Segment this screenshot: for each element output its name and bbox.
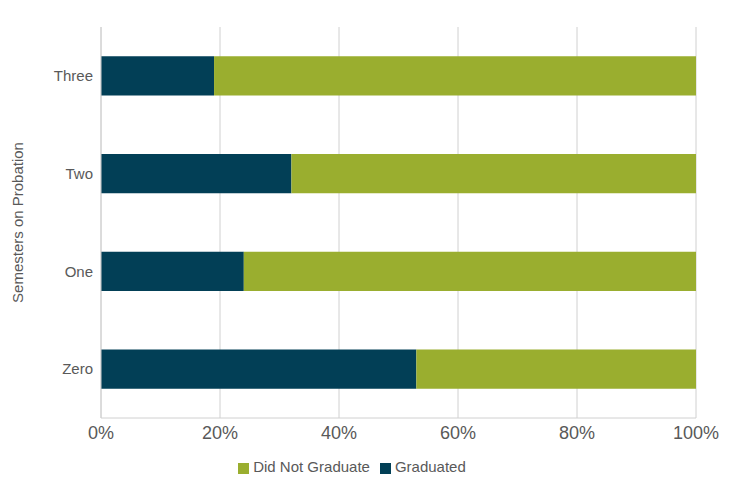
- svg-text:60%: 60%: [440, 423, 476, 443]
- svg-text:80%: 80%: [559, 423, 595, 443]
- svg-text:One: One: [65, 263, 93, 280]
- html-text:Did Not Graduate: Did Not Graduate: [253, 458, 370, 475]
- svg-text:0%: 0%: [88, 423, 114, 443]
- svg-text:20%: 20%: [202, 423, 238, 443]
- svg-text:Three: Three: [54, 67, 93, 84]
- svg-text:100%: 100%: [673, 423, 719, 443]
- svg-text:Semesters on Probation: Semesters on Probation: [9, 142, 26, 303]
- svg-text:40%: 40%: [321, 423, 357, 443]
- svg-text:Zero: Zero: [62, 360, 93, 377]
- svg-text:Two: Two: [65, 165, 93, 182]
- html-text:Graduated: Graduated: [394, 458, 466, 475]
